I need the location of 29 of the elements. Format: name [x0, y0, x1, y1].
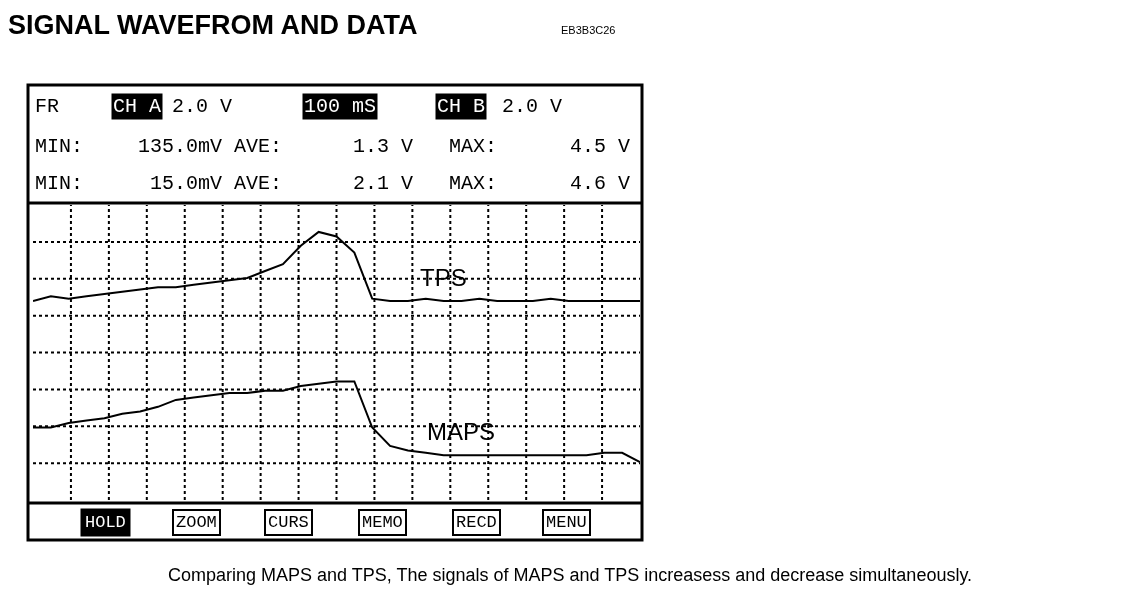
text: CH A	[113, 95, 162, 118]
text: HOLD	[85, 513, 126, 532]
text: Comparing MAPS and TPS, The signals of MAPS and TPS increasess and decrease simultaneously.	[168, 565, 973, 585]
text: ZOOM	[176, 513, 217, 532]
text: FR	[35, 95, 60, 118]
text: 100 mS	[304, 95, 377, 118]
text: RECD	[456, 513, 497, 532]
text: 2.0 V	[502, 95, 563, 118]
text: MIN:	[35, 172, 84, 195]
text: AVE:	[234, 172, 283, 195]
text: AVE:	[234, 135, 283, 158]
text: 4.5 V	[570, 135, 631, 158]
chart-title: SIGNAL WAVEFROM AND DATA	[8, 10, 418, 41]
text: 4.6 V	[570, 172, 631, 195]
text: EB3B3C26	[561, 24, 616, 36]
series-label: TPS	[420, 264, 467, 291]
text: 15.0mV	[150, 172, 223, 195]
text: CURS	[268, 513, 309, 532]
text: MENU	[546, 513, 587, 532]
series-label: MAPS	[427, 418, 496, 445]
text: MAX:	[449, 172, 498, 195]
text: 2.0 V	[172, 95, 233, 118]
text: 2.1 V	[353, 172, 414, 195]
text: MIN:	[35, 135, 84, 158]
text: 135.0mV	[138, 135, 223, 158]
text: MEMO	[362, 513, 403, 532]
text: CH B	[437, 95, 486, 118]
text: MAX:	[449, 135, 498, 158]
text: 1.3 V	[353, 135, 414, 158]
